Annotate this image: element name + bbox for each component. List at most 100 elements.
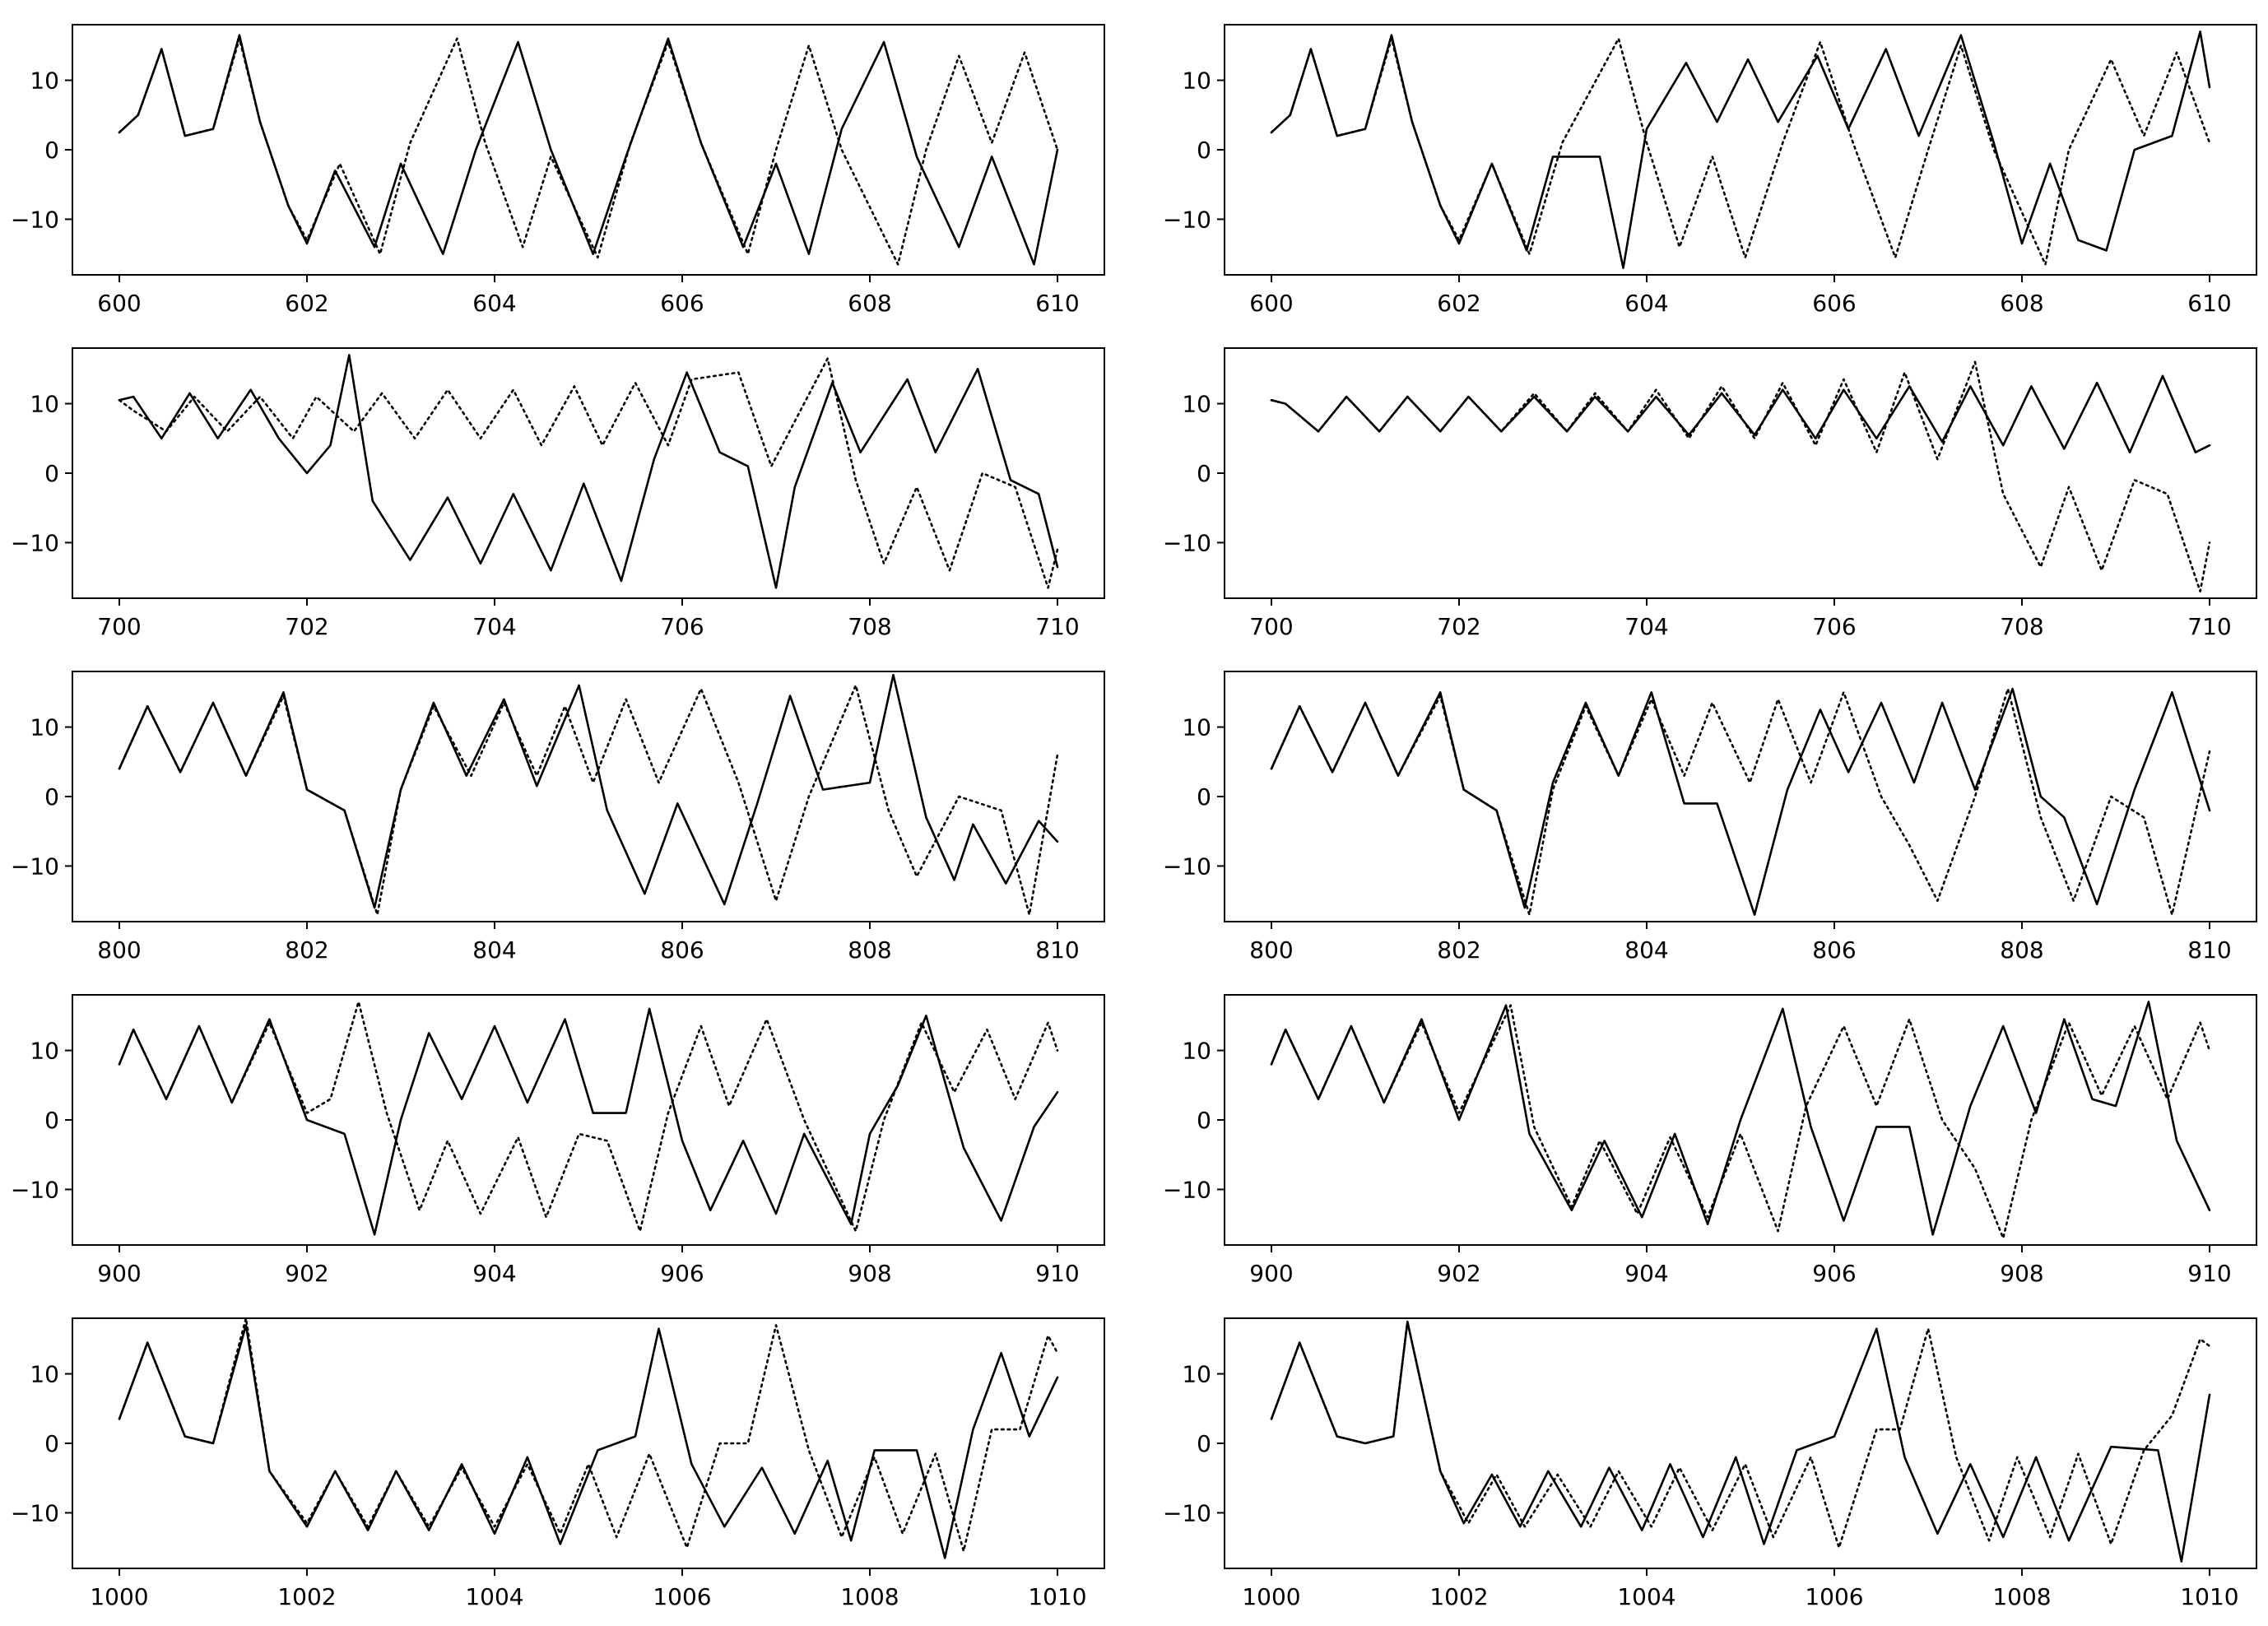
chart-panel-7: 900 902 904 906 908 910 10 0 −10 [11,994,1105,1287]
x-tick-label: 602 [285,290,328,317]
y-tick-label: 0 [1197,1107,1211,1134]
y-tick-label: −10 [1163,1176,1211,1203]
x-tick-label: 904 [1624,1260,1668,1287]
x-tick-label: 804 [472,936,516,964]
series-line-solid [1270,1001,2211,1236]
x-tick-label: 1008 [840,1583,899,1610]
x-tick-label: 810 [1035,936,1079,964]
x-tick-label: 908 [2000,1260,2043,1287]
x-tick-label: 1000 [90,1583,148,1610]
x-tick-label: 702 [1437,613,1480,640]
y-tick-label: 10 [30,67,59,95]
series-line-solid [118,1007,1059,1236]
x-tick-label: 902 [1437,1260,1480,1287]
y-tick-label: 0 [1197,460,1211,487]
x-tick-label: 700 [1249,613,1293,640]
x-tick-label: 1010 [2180,1583,2238,1610]
y-tick-label: 10 [1182,67,1211,95]
x-tick-label: 608 [2000,290,2043,317]
x-tick-label: 600 [1249,290,1293,317]
series-line-solid [118,673,1059,909]
x-tick-label: 706 [660,613,704,640]
series-line-solid [118,1324,1059,1559]
y-tick-label: 0 [44,1107,59,1134]
y-tick-label: −10 [11,1499,59,1526]
y-tick-label: 0 [1197,783,1211,811]
y-tick-label: −10 [11,529,59,556]
x-tick-label: 608 [848,290,891,317]
y-tick-label: −10 [1163,206,1211,233]
chart-panel-3: 700 702 704 706 708 710 10 0 −10 [11,347,1105,640]
x-tick-label: 902 [285,1260,328,1287]
y-tick-label: 0 [44,783,59,811]
x-tick-label: 1010 [1028,1583,1086,1610]
axes-frame [1224,347,2257,599]
x-tick-label: 602 [1437,290,1480,317]
series-line-solid [1270,687,2211,916]
x-tick-label: 704 [1624,613,1668,640]
axes-frame [1224,671,2257,922]
y-tick-label: −10 [11,206,59,233]
y-tick-label: 0 [44,137,59,164]
y-tick-label: 10 [1182,391,1211,418]
axes-frame [72,671,1105,922]
y-tick-label: 0 [44,1430,59,1457]
y-tick-label: 10 [1182,1038,1211,1065]
y-tick-label: −10 [1163,1499,1211,1526]
x-tick-label: 904 [472,1260,516,1287]
x-tick-label: 802 [285,936,328,964]
x-tick-label: 1002 [1429,1583,1488,1610]
x-tick-label: 604 [1624,290,1668,317]
series-line-solid [118,354,1059,589]
series-line-dotted [1270,1004,2211,1239]
series-line-dotted [1270,360,2211,592]
y-tick-label: 10 [1182,714,1211,741]
axes-frame [72,24,1105,276]
axes-frame [72,347,1105,599]
chart-panel-1: 600 602 604 606 608 610 10 0 −10 [11,24,1105,317]
axes-frame [72,994,1105,1246]
y-tick-label: 10 [30,391,59,418]
series-line-dotted [118,357,1059,589]
x-tick-label: 910 [1035,1260,1079,1287]
x-tick-label: 802 [1437,936,1480,964]
series-line-dotted [118,684,1059,916]
chart-panel-6: 800 802 804 806 808 810 10 0 −10 [1163,671,2257,964]
y-tick-label: 10 [1182,1361,1211,1388]
x-tick-label: 708 [2000,613,2043,640]
series-line-dotted [118,1318,1059,1553]
x-tick-label: 910 [2187,1260,2231,1287]
x-tick-label: 810 [2187,936,2231,964]
x-tick-label: 710 [1035,613,1079,640]
x-tick-label: 700 [97,613,141,640]
x-tick-label: 708 [848,613,891,640]
x-tick-label: 806 [1812,936,1856,964]
x-tick-label: 710 [2187,613,2231,640]
series-line-dotted [1270,37,2211,266]
x-tick-label: 604 [472,290,516,317]
axes-frame [1224,24,2257,276]
x-tick-label: 1008 [1992,1583,2051,1610]
x-tick-label: 800 [97,936,141,964]
x-tick-label: 1004 [1617,1583,1675,1610]
x-tick-label: 808 [848,936,891,964]
y-tick-label: 10 [30,1361,59,1388]
y-tick-label: −10 [11,1176,59,1203]
x-tick-label: 704 [472,613,516,640]
series-line-solid [1270,374,2211,453]
y-tick-label: −10 [11,852,59,880]
x-tick-label: 1002 [277,1583,336,1610]
series-line-solid [118,34,1059,266]
x-tick-label: 600 [97,290,141,317]
x-tick-label: 800 [1249,936,1293,964]
x-tick-label: 1006 [1805,1583,1863,1610]
x-tick-label: 1004 [465,1583,523,1610]
x-tick-label: 806 [660,936,704,964]
x-tick-label: 610 [1035,290,1079,317]
x-tick-label: 906 [660,1260,704,1287]
series-line-dotted [1270,1320,2211,1549]
x-tick-label: 606 [1812,290,1856,317]
